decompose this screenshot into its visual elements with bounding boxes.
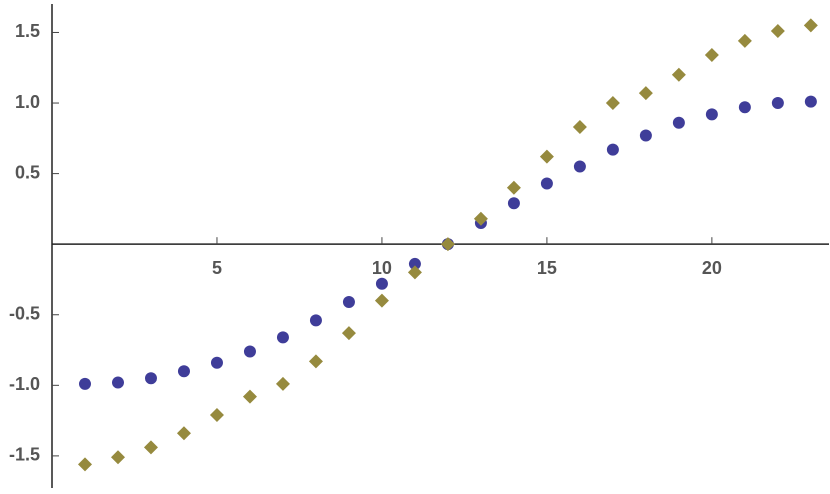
point: [407, 265, 422, 280]
point: [507, 197, 520, 210]
point: [308, 354, 323, 369]
point: [276, 331, 289, 344]
point: [341, 326, 356, 341]
point: [672, 116, 685, 129]
point: [506, 180, 521, 195]
point: [374, 293, 389, 308]
point: [77, 457, 92, 472]
point: [473, 211, 488, 226]
point: [275, 376, 290, 391]
point: [770, 24, 785, 39]
point: [803, 18, 818, 33]
y-tick-label: -1.5: [9, 445, 40, 465]
point: [639, 129, 652, 142]
point: [572, 120, 587, 135]
point: [209, 407, 224, 422]
y-tick-label: 1.5: [15, 21, 40, 41]
y-tick-label: 0.5: [15, 162, 40, 182]
x-tick-label: 5: [212, 258, 222, 278]
point: [408, 257, 421, 270]
point: [177, 365, 190, 378]
point: [440, 237, 455, 252]
point: [671, 67, 686, 82]
point: [375, 277, 388, 290]
point: [737, 33, 752, 48]
point: [771, 97, 784, 110]
x-tick-label: 15: [537, 258, 557, 278]
point: [638, 86, 653, 101]
point: [539, 149, 554, 164]
y-tick-label: -1.0: [9, 374, 40, 394]
point: [111, 376, 124, 389]
point: [738, 101, 751, 114]
point: [804, 95, 817, 108]
point: [242, 389, 257, 404]
x-tick-label: 10: [372, 258, 392, 278]
point: [704, 48, 719, 63]
point: [309, 314, 322, 327]
point: [110, 450, 125, 465]
point: [243, 345, 256, 358]
point: [705, 108, 718, 121]
point: [144, 372, 157, 385]
point: [210, 356, 223, 369]
point: [143, 440, 158, 455]
y-tick-label: -0.5: [9, 303, 40, 323]
x-tick-label: 20: [702, 258, 722, 278]
y-tick-label: 1.0: [15, 92, 40, 112]
point: [176, 426, 191, 441]
point: [342, 296, 355, 309]
point: [78, 377, 91, 390]
point: [573, 160, 586, 173]
point: [605, 96, 620, 111]
point: [606, 143, 619, 156]
point: [540, 177, 553, 190]
